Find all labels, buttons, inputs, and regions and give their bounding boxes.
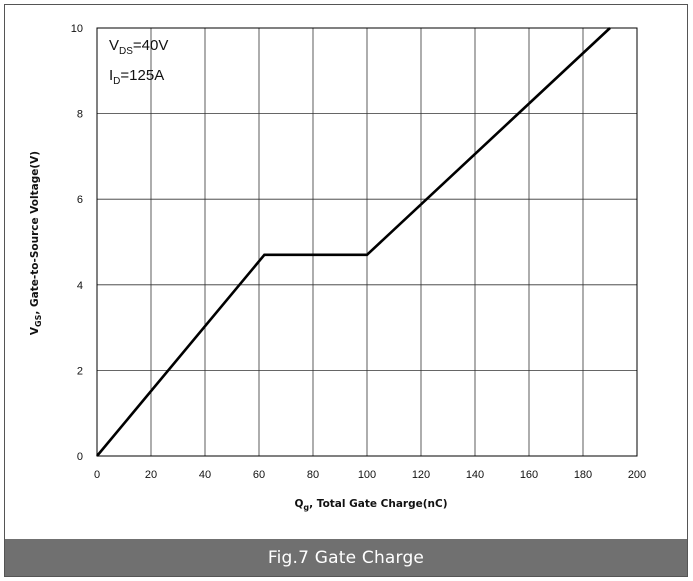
annotation-id: ID=125A	[109, 67, 164, 87]
x-tick-label: 100	[358, 469, 376, 481]
x-tick-label: 40	[199, 469, 211, 481]
y-tick-label: 10	[71, 23, 83, 35]
annotation-vds: VDS=40V	[109, 37, 168, 57]
y-tick-label: 6	[77, 194, 83, 206]
x-tick-label: 160	[520, 469, 538, 481]
x-tick-label: 0	[94, 469, 100, 481]
x-tick-label: 20	[145, 469, 157, 481]
x-axis-title: Qg, Total Gate Charge(nC)	[294, 498, 447, 512]
gate-charge-curve	[96, 27, 611, 457]
gate-charge-chart: 0 20 40 60 80 100 120 140 160 180 200 0 2 4 6 8 10 VDS=…	[29, 23, 646, 512]
x-tick-label: 60	[253, 469, 265, 481]
x-tick-label: 120	[412, 469, 430, 481]
grid-lines	[97, 28, 637, 456]
y-tick-label: 0	[77, 451, 83, 463]
figure-frame: 0 20 40 60 80 100 120 140 160 180 200 0 2 4 6 8 10 VDS=…	[4, 4, 688, 577]
y-tick-label: 8	[77, 109, 83, 121]
x-tick-label: 200	[628, 469, 646, 481]
y-axis-title: VGS, Gate-to-Source Voltage(V)	[29, 151, 43, 335]
x-tick-label: 80	[307, 469, 319, 481]
plot-area-border	[96, 27, 638, 457]
x-tick-label: 140	[466, 469, 484, 481]
y-tick-label: 4	[77, 280, 83, 292]
figure-caption: Fig.7 Gate Charge	[5, 539, 687, 576]
y-tick-labels: 0 2 4 6 8 10	[71, 23, 83, 463]
x-tick-label: 180	[574, 469, 592, 481]
x-tick-labels: 0 20 40 60 80 100 120 140 160 180 200	[94, 469, 646, 481]
y-tick-label: 2	[77, 365, 83, 377]
